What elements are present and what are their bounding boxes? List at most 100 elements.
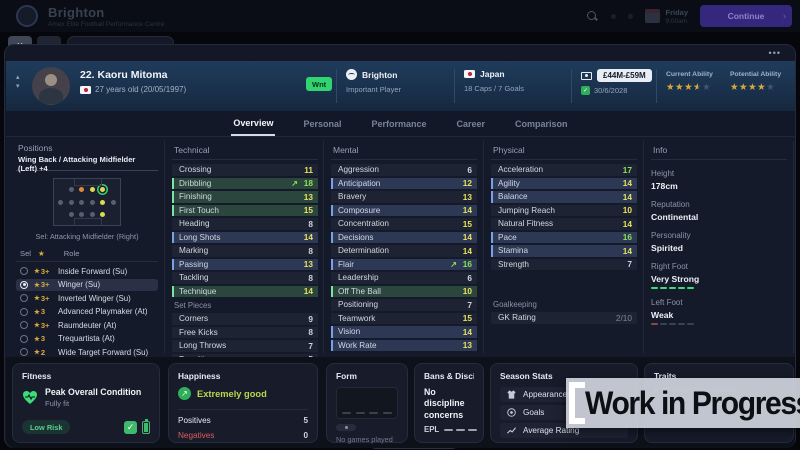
tab-overview[interactable]: Overview [231,112,276,136]
form-card[interactable]: Form No games played [326,363,408,444]
role-label: Advanced Playmaker (At) [58,307,148,317]
continue-button[interactable]: Continue › [700,5,792,27]
attribute-value: 13 [462,191,472,202]
physical-column: Physical Acceleration 17 Agility 14 Balance 1… [491,143,637,326]
attribute-value: 2/10 [615,312,632,323]
attribute-label: Off The Ball [338,286,381,296]
divider [643,141,644,353]
date-widget[interactable]: Friday 9:00am [645,8,688,25]
form-pager-pill[interactable] [336,424,356,431]
role-radio[interactable] [20,267,28,276]
settings-icon[interactable] [628,13,634,19]
happiness-trend-icon: ↗ [178,387,191,400]
attribute-value: 8 [308,327,313,338]
tab-comparison[interactable]: Comparison [515,118,568,129]
chart-icon [506,425,517,436]
competition-label: EPL [424,425,440,434]
attribute-row-crossing: Crossing 11 [172,164,318,176]
position-selector[interactable]: Wing Back / Attacking Midfielder (Left) … [16,155,158,173]
attribute-value: 14 [303,286,313,297]
overview-content: Positions Wing Back / Attacking Midfield… [6,137,795,449]
position-dot-gray [58,199,64,205]
collapse-expand-icons[interactable]: ▴ ▾ [16,74,20,90]
bans-discipline-card[interactable]: Bans & Discipline No discipline concerns… [414,363,484,443]
position-dot-gray [89,199,95,205]
role-row-inverted-winger-su-[interactable]: ★ 3+ Inverted Winger (Su) [16,292,158,305]
player-club[interactable]: Brighton [362,69,398,80]
calendar-icon [645,9,661,23]
discipline-status: No discipline concerns [424,387,465,420]
right-foot-strength-meter [651,287,787,289]
shirt-icon [506,389,517,400]
search-icon[interactable] [585,9,599,23]
role-radio[interactable] [20,334,28,343]
attribute-label: Anticipation [338,178,381,188]
attribute-label: Decisions [338,232,374,242]
happiness-status: Extremely good [197,388,267,399]
tab-career[interactable]: Career [456,118,486,129]
mental-title: Mental [331,143,477,160]
fitness-card[interactable]: Fitness Peak Overall Condition Fully fit… [12,363,160,443]
contract-expiry: 30/6/2028 [594,86,628,95]
star-icon: ★ [702,82,712,93]
star-icon: ★ [34,335,40,343]
club-crest-icon [346,69,357,80]
role-radio[interactable] [20,280,28,289]
potential-ability-stars: ★★★★★ [730,82,781,93]
role-table-header: Sel ★ Role [16,249,158,262]
attribute-row-agility: Agility 14 [491,177,637,189]
star-icon: ★ ★ [693,82,703,93]
happiness-card[interactable]: Happiness ↗ Extremely good Positives 5 N… [168,363,318,443]
attribute-value: 14 [303,232,313,243]
attribute-row-passing: Passing 13 [172,258,318,270]
attribute-row-aggression: Aggression 6 [331,164,477,176]
role-row-advanced-playmaker-at-[interactable]: ★ 3 Advanced Playmaker (At) [16,306,158,319]
player-nation[interactable]: Japan [480,69,505,79]
squad-status: Important Player [346,85,402,94]
star-icon: ★ [757,82,767,93]
reputation-label: Reputation [651,200,690,209]
position-dot-gray [89,212,95,218]
tab-personal[interactable]: Personal [303,118,342,129]
role-row-wide-target-forward-su-[interactable]: ★ 2 Wide Target Forward (Su) [16,346,158,359]
notifications-icon[interactable] [611,13,617,19]
top-bar: Brighton Amex Elite Football Performance… [0,0,800,32]
attribute-value: 16 [622,232,632,243]
date-day: Friday [665,7,688,17]
attribute-label: Concentration [338,219,389,229]
divider [656,69,657,103]
divider [164,141,165,353]
overflow-menu-button[interactable]: ••• [768,48,781,58]
role-radio[interactable] [20,348,28,357]
divider [323,141,324,353]
attribute-value: 7 [308,340,313,351]
left-foot-value: Weak [651,310,674,320]
attribute-row-dribbling: Dribbling ↗ 18 [172,177,318,189]
star-icon: ★ [730,82,740,93]
tab-performance[interactable]: Performance [371,118,427,129]
attribute-row-technique: Technique 14 [172,285,318,297]
role-row-inside-forward-su-[interactable]: ★ 3+ Inside Forward (Su) [16,265,158,278]
role-row-raumdeuter-at-[interactable]: ★ 3+ Raumdeuter (At) [16,319,158,332]
role-radio[interactable] [20,321,28,330]
left-foot-label: Left Foot [651,298,683,307]
attribute-row-off-the-ball: Off The Ball 10 [331,285,477,297]
attribute-row-anticipation: Anticipation 12 [331,177,477,189]
happiness-title: Happiness [178,371,221,381]
club-crest-icon[interactable] [16,5,38,27]
transfer-value-icon [581,71,592,80]
attribute-value: 12 [462,178,472,189]
reputation-value: Continental [651,212,699,222]
discipline-meter [444,428,478,431]
attribute-value: 14 [462,326,472,337]
role-radio[interactable] [20,307,28,316]
attribute-value: 8 [308,245,313,256]
attribute-value: 7 [627,259,632,270]
role-row-winger-su-[interactable]: ★ 3+ Winger (Su) [16,278,158,291]
attribute-row-positioning: Positioning 7 [331,299,477,311]
attribute-value: 16 [462,259,472,270]
role-radio[interactable] [20,294,28,303]
attribute-label: Technique [179,286,217,296]
attribute-label: Dribbling [179,178,212,188]
role-row-trequartista-at-[interactable]: ★ 3 Trequartista (At) [16,333,158,346]
